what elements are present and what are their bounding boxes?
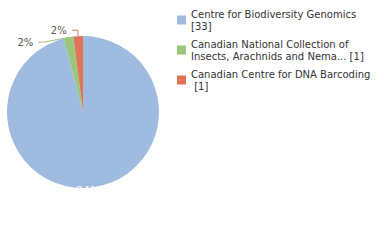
- svg-text:[33]: [33]: [191, 21, 212, 32]
- svg-text:Canadian National Collection o: Canadian National Collection of: [191, 39, 352, 50]
- svg-text:Insects, Arachnids and Nema...: Insects, Arachnids and Nema... [1]: [191, 51, 364, 62]
- svg-text:2%: 2%: [17, 37, 33, 48]
- svg-text:Centre for Biodiversity Genomi: Centre for Biodiversity Genomics: [191, 9, 359, 20]
- svg-text:94%: 94%: [76, 184, 100, 197]
- svg-text:[1]: [1]: [191, 81, 208, 92]
- svg-text:2%: 2%: [51, 25, 67, 36]
- svg-text:Canadian Centre for DNA Barcod: Canadian Centre for DNA Barcoding: [191, 69, 370, 80]
